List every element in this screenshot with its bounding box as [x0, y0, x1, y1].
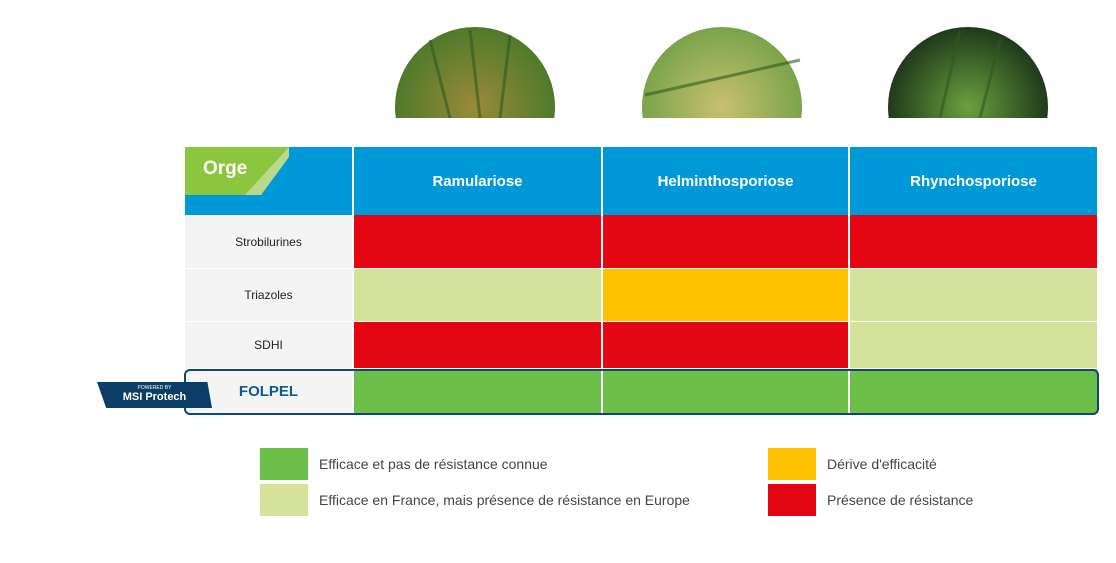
- row-name: FOLPEL: [185, 369, 352, 414]
- legend-swatch: [768, 448, 816, 480]
- status-cell: [848, 322, 1097, 369]
- status-cell: [848, 215, 1097, 269]
- column-header: Rhynchosporiose: [848, 147, 1097, 215]
- legend-label: Efficace et pas de résistance connue: [319, 456, 548, 472]
- row-name: Triazoles: [185, 269, 352, 322]
- badge-small: POWERED BY: [137, 385, 172, 391]
- photos: [395, 27, 1048, 118]
- orge-label: Orge: [203, 158, 248, 179]
- legend-swatch: [260, 484, 308, 516]
- status-cell: [352, 269, 601, 322]
- legend-swatch: [768, 484, 816, 516]
- row-name: SDHI: [185, 322, 352, 369]
- legend-label: Présence de résistance: [827, 492, 974, 508]
- badge: POWERED BY MSI Protech: [97, 382, 212, 408]
- status-cell: [601, 322, 848, 369]
- badge-brand: MSI Protech: [122, 391, 187, 403]
- photo-helminthosporiose: [642, 27, 802, 118]
- legend-swatch: [260, 448, 308, 480]
- legend-label: Efficace en France, mais présence de rés…: [319, 492, 690, 508]
- status-cell: [352, 322, 601, 369]
- status-cell: [848, 269, 1097, 322]
- column-header: Helminthosporiose: [601, 147, 848, 215]
- photo-rhynchosporiose: [888, 27, 1048, 118]
- status-cell: [601, 215, 848, 269]
- status-cell: [352, 369, 601, 414]
- row-name: Strobilurines: [185, 215, 352, 269]
- legend-label: Dérive d'efficacité: [827, 456, 937, 472]
- status-cell: [601, 269, 848, 322]
- column-header: Ramulariose: [352, 147, 601, 215]
- orge-tag: [185, 147, 289, 195]
- status-cell: [352, 215, 601, 269]
- folpel-highlight: [184, 369, 1099, 415]
- status-cell: [601, 369, 848, 414]
- table: Ramulariose Helminthosporiose Rhynchospori…: [185, 147, 1097, 414]
